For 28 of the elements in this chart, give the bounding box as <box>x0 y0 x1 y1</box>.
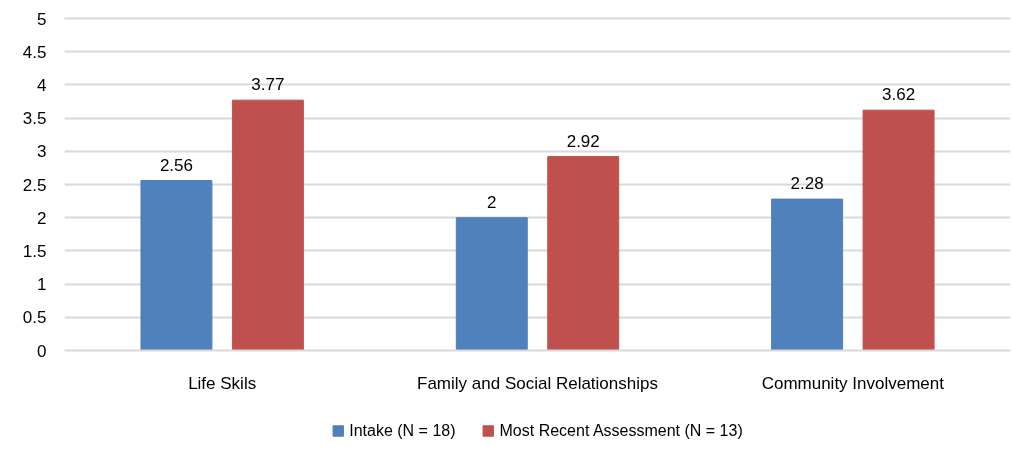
data-label: 2 <box>487 192 497 212</box>
bar <box>771 198 844 351</box>
y-tick-label: 0.5 <box>22 308 47 328</box>
x-tick-label: Family and Social Relationships <box>417 373 658 393</box>
data-label: 3.77 <box>251 75 285 95</box>
bar <box>140 180 213 351</box>
bar <box>231 99 304 351</box>
y-tick-label: 3.5 <box>22 109 47 129</box>
y-tick-label: 2.5 <box>22 175 47 195</box>
y-tick-label: 5 <box>37 9 47 29</box>
legend-label: Most Recent Assessment (N = 13) <box>499 421 743 440</box>
y-tick-label: 2 <box>37 208 47 228</box>
legend-label: Intake (N = 18) <box>349 421 456 440</box>
bar <box>862 109 935 351</box>
x-tick-label: Life Skils <box>188 373 257 393</box>
data-label: 3.62 <box>882 85 916 105</box>
y-tick-label: 4 <box>37 75 47 95</box>
y-tick-label: 0 <box>37 341 47 361</box>
x-tick-label: Community Involvement <box>761 373 945 393</box>
bar <box>455 217 528 351</box>
data-label: 2.56 <box>159 155 193 175</box>
bar <box>547 156 620 351</box>
y-tick-label: 1.5 <box>22 241 47 261</box>
y-tick-label: 4.5 <box>22 42 47 62</box>
data-label: 2.92 <box>566 131 600 151</box>
data-label: 2.28 <box>790 174 824 194</box>
y-tick-label: 1 <box>37 275 47 295</box>
y-tick-label: 3 <box>37 142 47 162</box>
